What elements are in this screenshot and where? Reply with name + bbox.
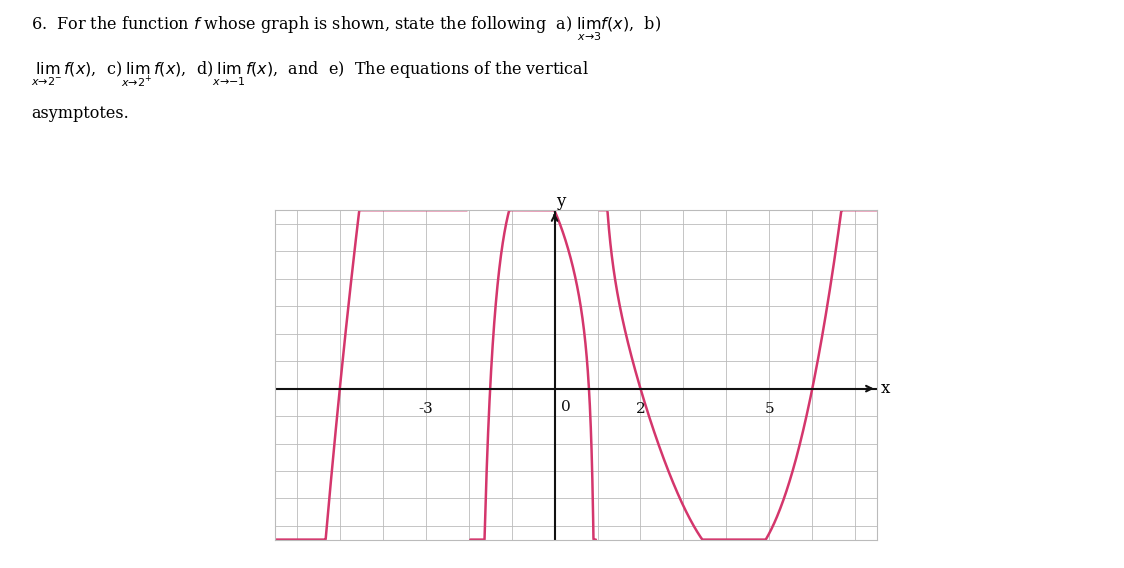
Text: 6.  For the function $f$ whose graph is shown, state the following  a) $\lim_{x\: 6. For the function $f$ whose graph is s… [31, 14, 662, 43]
Text: -3: -3 [418, 402, 433, 416]
Text: 5: 5 [764, 402, 774, 416]
Text: x: x [881, 380, 890, 397]
Text: $\lim_{x\to 2^-}f(x)$,  c)$\lim_{x\to 2^+}f(x)$,  d)$\lim_{x\to -1}f(x)$,  and  : $\lim_{x\to 2^-}f(x)$, c)$\lim_{x\to 2^+… [31, 60, 589, 89]
Text: y: y [556, 193, 565, 210]
Text: asymptotes.: asymptotes. [31, 105, 129, 122]
Text: 2: 2 [635, 402, 645, 416]
Text: 0: 0 [561, 400, 571, 414]
